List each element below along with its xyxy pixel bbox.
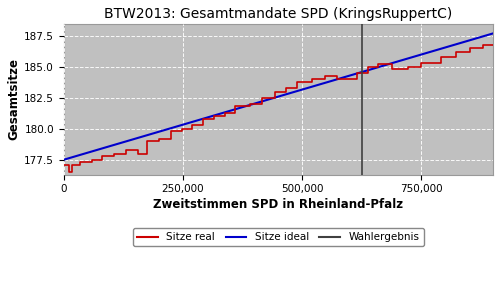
- X-axis label: Zweitstimmen SPD in Rheinland-Pfalz: Zweitstimmen SPD in Rheinland-Pfalz: [154, 199, 404, 212]
- Title: BTW2013: Gesamtmandate SPD (KringsRuppertC): BTW2013: Gesamtmandate SPD (KringsRupper…: [104, 7, 453, 21]
- Legend: Sitze real, Sitze ideal, Wahlergebnis: Sitze real, Sitze ideal, Wahlergebnis: [133, 228, 424, 247]
- Y-axis label: Gesamtsitze: Gesamtsitze: [7, 58, 20, 140]
